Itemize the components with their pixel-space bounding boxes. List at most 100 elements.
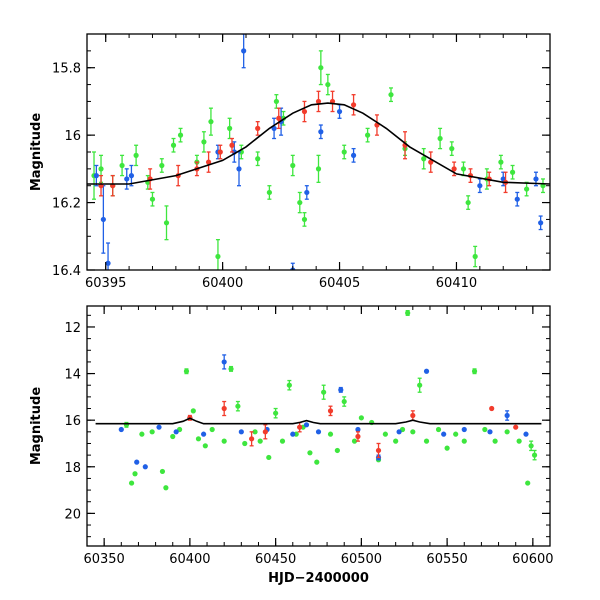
top-green-point-20 bbox=[273, 98, 280, 105]
top-green-point-8 bbox=[163, 220, 170, 226]
bottom-x-tick-label-3: 60500 bbox=[341, 552, 382, 567]
bottom-green-point-50 bbox=[504, 429, 510, 435]
top-green-point-10 bbox=[177, 132, 184, 138]
bottom-green-point-2 bbox=[132, 471, 138, 477]
bottom-green-point-37 bbox=[393, 438, 399, 444]
bottom-blue-point-19 bbox=[461, 426, 467, 433]
bottom-blue-point-8 bbox=[238, 429, 244, 435]
top-green-point-39 bbox=[498, 159, 504, 165]
top-red-point-5 bbox=[205, 159, 212, 165]
top-red-point-6 bbox=[217, 149, 223, 155]
top-blue-point-13 bbox=[318, 129, 324, 135]
top-y-tick-label-1: 16 bbox=[64, 129, 81, 144]
bottom-green-point-18 bbox=[252, 429, 258, 435]
bottom-y-tick-label-2: 16 bbox=[64, 414, 81, 429]
bottom-y-tick-label-1: 14 bbox=[64, 368, 81, 383]
top-green-point-14 bbox=[208, 119, 214, 125]
bottom-blue-point-2 bbox=[142, 464, 148, 470]
bottom-green-point-49 bbox=[492, 438, 498, 444]
top-red-point-7 bbox=[229, 142, 235, 148]
bottom-green-point-3 bbox=[139, 431, 145, 437]
top-blue-point-12 bbox=[304, 189, 310, 196]
bottom-green-point-47 bbox=[471, 368, 478, 374]
top-green-point-4 bbox=[133, 152, 139, 158]
top-panel-frame bbox=[86, 33, 551, 271]
bottom-y-tick-label-0: 12 bbox=[64, 321, 81, 336]
bottom-green-point-10 bbox=[190, 408, 196, 414]
top-green-point-40 bbox=[509, 169, 516, 175]
bottom-blue-point-4 bbox=[173, 429, 179, 435]
top-green-point-25 bbox=[315, 166, 322, 172]
top-x-tick-label-1: 60400 bbox=[202, 276, 243, 291]
top-blue-point-3 bbox=[124, 176, 130, 182]
top-blue-point-7 bbox=[236, 166, 242, 172]
bottom-green-point-29 bbox=[327, 431, 334, 437]
top-green-point-36 bbox=[465, 199, 471, 206]
bottom-panel-y-axis-label: Magnitude bbox=[29, 387, 44, 466]
bottom-x-tick-label-1: 60400 bbox=[169, 552, 210, 567]
bottom-blue-point-16 bbox=[396, 429, 402, 435]
bottom-blue-point-14 bbox=[355, 426, 361, 433]
top-x-tick-label-2: 60405 bbox=[319, 276, 360, 291]
top-panel-marks bbox=[87, 21, 550, 270]
top-blue-point-0 bbox=[93, 173, 99, 179]
top-green-point-9 bbox=[170, 142, 177, 148]
bottom-red-point-2 bbox=[249, 436, 255, 442]
top-red-point-16 bbox=[428, 159, 434, 165]
top-green-point-18 bbox=[255, 156, 261, 162]
top-x-tick-label-3: 60410 bbox=[436, 276, 477, 291]
top-green-point-41 bbox=[524, 186, 530, 192]
top-x-tick-label-0: 60395 bbox=[85, 276, 126, 291]
bottom-panel-marks bbox=[95, 310, 542, 491]
bottom-y-tick-label-3: 18 bbox=[64, 461, 81, 476]
bottom-green-point-39 bbox=[405, 310, 411, 316]
top-green-point-11 bbox=[185, 21, 190, 26]
top-green-point-3 bbox=[119, 162, 125, 169]
bottom-green-point-52 bbox=[525, 480, 531, 486]
bottom-green-point-5 bbox=[159, 468, 166, 475]
bottom-blue-point-6 bbox=[201, 431, 207, 437]
top-red-point-13 bbox=[350, 102, 357, 108]
top-green-point-24 bbox=[301, 216, 308, 223]
bottom-green-point-9 bbox=[183, 368, 190, 374]
bottom-blue-point-21 bbox=[504, 412, 510, 419]
top-green-point-22 bbox=[290, 162, 296, 169]
top-blue-point-18 bbox=[514, 196, 520, 202]
bottom-green-point-40 bbox=[410, 429, 416, 435]
bottom-green-point-15 bbox=[228, 366, 234, 372]
bottom-green-point-43 bbox=[435, 426, 442, 433]
bottom-blue-point-17 bbox=[423, 368, 430, 374]
top-green-point-1 bbox=[98, 166, 104, 172]
top-blue-point-1 bbox=[100, 216, 106, 223]
top-y-tick-label-2: 16.2 bbox=[52, 197, 81, 212]
top-green-point-26 bbox=[318, 65, 324, 71]
bottom-blue-point-1 bbox=[134, 459, 140, 465]
bottom-x-tick-label-0: 60350 bbox=[83, 552, 124, 567]
bottom-model-curve bbox=[95, 417, 542, 425]
top-green-point-37 bbox=[472, 253, 478, 260]
bottom-green-point-32 bbox=[351, 438, 358, 444]
top-green-point-19 bbox=[266, 189, 272, 196]
bottom-x-tick-label-2: 60450 bbox=[255, 552, 296, 567]
top-blue-point-4 bbox=[128, 173, 135, 179]
bottom-green-point-7 bbox=[170, 433, 176, 440]
bottom-blue-point-12 bbox=[315, 429, 322, 435]
bottom-green-point-48 bbox=[482, 426, 488, 433]
bottom-blue-point-0 bbox=[118, 426, 124, 433]
bottom-green-point-45 bbox=[453, 431, 459, 437]
bottom-red-point-8 bbox=[410, 412, 416, 419]
bottom-panel-full-light-curve: 60350 60400 60450 60500 60550 60600 12 14 16 18 20… bbox=[29, 305, 554, 586]
top-blue-point-19 bbox=[533, 176, 539, 182]
bottom-green-point-20 bbox=[266, 454, 272, 461]
bottom-green-point-42 bbox=[423, 438, 430, 444]
top-red-point-8 bbox=[255, 125, 261, 131]
bottom-red-point-4 bbox=[297, 424, 303, 430]
bottom-blue-point-3 bbox=[156, 424, 162, 430]
top-red-point-9 bbox=[276, 115, 282, 121]
bottom-green-point-22 bbox=[279, 438, 286, 444]
top-panel-zoom-light-curve: 60395 60400 60405 60410 15.8 16 16.2 16.4 Magni… bbox=[29, 21, 551, 291]
top-green-point-32 bbox=[421, 156, 427, 162]
bottom-green-point-1 bbox=[128, 480, 135, 486]
bottom-green-point-17 bbox=[242, 440, 248, 447]
top-green-point-29 bbox=[365, 132, 371, 138]
